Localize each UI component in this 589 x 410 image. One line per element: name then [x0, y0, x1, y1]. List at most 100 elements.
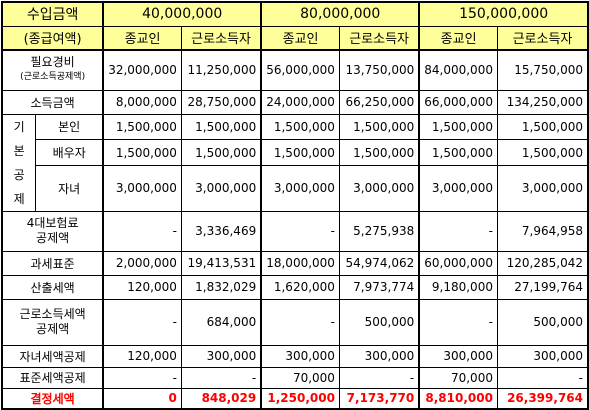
row-necessary-expense: 필요경비 (근로소득공제액) 32,000,000 11,250,000 56,… [0, 49, 589, 91]
label-insurance-line1: 4대보험료 [26, 216, 79, 230]
cell: 3,000,000 [496, 165, 589, 212]
row-self: 기 본 공 제 본인 1,500,000 1,500,000 1,500,000… [1, 113, 589, 212]
cell: 54,974,062 [338, 250, 420, 276]
cell: 26,399,764 [496, 387, 589, 410]
cell: 1,832,029 [180, 274, 262, 300]
vertical-char: 본 [13, 143, 25, 158]
cell: 66,000,000 [418, 89, 498, 115]
row-final-tax: 결정세액 0 848,029 1,250,000 7,173,770 8,810… [0, 387, 589, 410]
cell: 28,750,000 [180, 89, 262, 115]
cell: 32,000,000 [102, 49, 182, 91]
cell: 70,000 [418, 366, 498, 389]
cell: 500,000 [338, 298, 420, 346]
cell: 684,000 [180, 298, 262, 346]
cell: 60,000,000 [418, 250, 498, 276]
cell: 3,000,000 [418, 165, 498, 212]
header-row-income: 수입금액 40,000,000 80,000,000 150,000,000 [0, 1, 589, 27]
label-necessary-expense-main: 필요경비 [30, 55, 75, 70]
cell: 1,500,000 [102, 139, 182, 167]
label-necessary-expense: 필요경비 (근로소득공제액) [0, 49, 104, 91]
cell: - [102, 366, 182, 389]
cell: 13,750,000 [338, 49, 420, 91]
cell: 848,029 [180, 387, 262, 410]
label-basic-deduction: 기 본 공 제 [1, 113, 37, 212]
cell: 1,500,000 [418, 139, 498, 167]
cell: 66,250,000 [338, 89, 420, 115]
col-header-religious-1: 종교인 [102, 25, 182, 51]
cell: 1,500,000 [180, 113, 262, 141]
cell: 1,500,000 [260, 113, 340, 141]
cell: 1,500,000 [260, 139, 340, 167]
vertical-char: 공 [13, 167, 25, 182]
cell: 1,500,000 [180, 139, 262, 167]
label-children: 자녀 [35, 165, 104, 212]
label-necessary-expense-sub: (근로소득공제액) [20, 72, 86, 83]
cell: 300,000 [496, 344, 589, 368]
cell: 1,500,000 [418, 113, 498, 141]
cell: 3,000,000 [338, 165, 420, 212]
cell: - [260, 210, 340, 252]
label-earned-income-line2: 공제액 [36, 322, 70, 336]
cell: - [338, 366, 420, 389]
income-level-1: 40,000,000 [102, 1, 262, 27]
label-self: 본인 [35, 113, 104, 141]
cell: - [102, 298, 182, 346]
cell: - [180, 366, 262, 389]
cell: 1,250,000 [260, 387, 340, 410]
row-standard-credit: 표준세액공제 - - 70,000 - 70,000 - [0, 366, 589, 389]
cell: - [418, 210, 498, 252]
cell: 70,000 [260, 366, 340, 389]
col-header-religious-3: 종교인 [418, 25, 498, 51]
label-computed-tax: 산출세액 [0, 274, 104, 300]
header-row-type: (종급여액) 종교인 근로소득자 종교인 근로소득자 종교인 근로소득자 [0, 25, 589, 51]
corner-label-line1: 수입금액 [0, 1, 104, 27]
row-children: 자녀 3,000,000 3,000,000 3,000,000 3,000,0… [2, 165, 589, 212]
col-header-employee-1: 근로소득자 [180, 25, 262, 51]
cell: 300,000 [338, 344, 420, 368]
cell: 18,000,000 [260, 250, 340, 276]
cell: 24,000,000 [260, 89, 340, 115]
cell: 134,250,000 [496, 89, 589, 115]
col-header-employee-3: 근로소득자 [496, 25, 589, 51]
col-header-religious-2: 종교인 [260, 25, 340, 51]
cell: 3,336,469 [180, 210, 262, 252]
cell: 84,000,000 [418, 49, 498, 91]
label-tax-base: 과세표준 [0, 250, 104, 276]
label-insurance-line2: 공제액 [36, 231, 70, 245]
cell: 8,000,000 [102, 89, 182, 115]
vertical-char: 제 [13, 191, 25, 206]
cell: 15,750,000 [496, 49, 589, 91]
cell: 7,973,774 [338, 274, 420, 300]
row-earned-income-credit: 근로소득세액 공제액 - 684,000 - 500,000 - 500,000 [0, 298, 589, 346]
cell: 1,500,000 [338, 113, 420, 141]
cell: 11,250,000 [180, 49, 262, 91]
cell: 56,000,000 [260, 49, 340, 91]
cell: - [260, 298, 340, 346]
label-child-credit: 자녀세액공제 [0, 344, 104, 368]
row-insurance-deduction: 4대보험료 공제액 - 3,336,469 - 5,275,938 - 7,96… [0, 210, 589, 252]
cell: 300,000 [180, 344, 262, 368]
label-final-tax: 결정세액 [0, 387, 104, 410]
row-income-amount: 소득금액 8,000,000 28,750,000 24,000,000 66,… [0, 89, 589, 115]
cell: 1,500,000 [496, 113, 589, 141]
label-earned-income-line1: 근로소득세액 [19, 307, 86, 321]
label-insurance-deduction: 4대보험료 공제액 [0, 210, 104, 252]
income-level-2: 80,000,000 [260, 1, 420, 27]
row-computed-tax: 산출세액 120,000 1,832,029 1,620,000 7,973,7… [0, 274, 589, 300]
label-income-amount: 소득금액 [0, 89, 104, 115]
cell: 120,285,042 [496, 250, 589, 276]
row-tax-base: 과세표준 2,000,000 19,413,531 18,000,000 54,… [0, 250, 589, 276]
cell: 120,000 [102, 274, 182, 300]
corner-label-line2: (종급여액) [0, 25, 104, 51]
cell: 1,500,000 [102, 113, 182, 141]
cell: 27,199,764 [496, 274, 589, 300]
cell: 9,180,000 [418, 274, 498, 300]
income-level-3: 150,000,000 [418, 1, 589, 27]
cell: 1,620,000 [260, 274, 340, 300]
cell: 500,000 [496, 298, 589, 346]
cell: - [418, 298, 498, 346]
cell: 8,810,000 [418, 387, 498, 410]
row-spouse: 배우자 1,500,000 1,500,000 1,500,000 1,500,… [2, 139, 589, 167]
